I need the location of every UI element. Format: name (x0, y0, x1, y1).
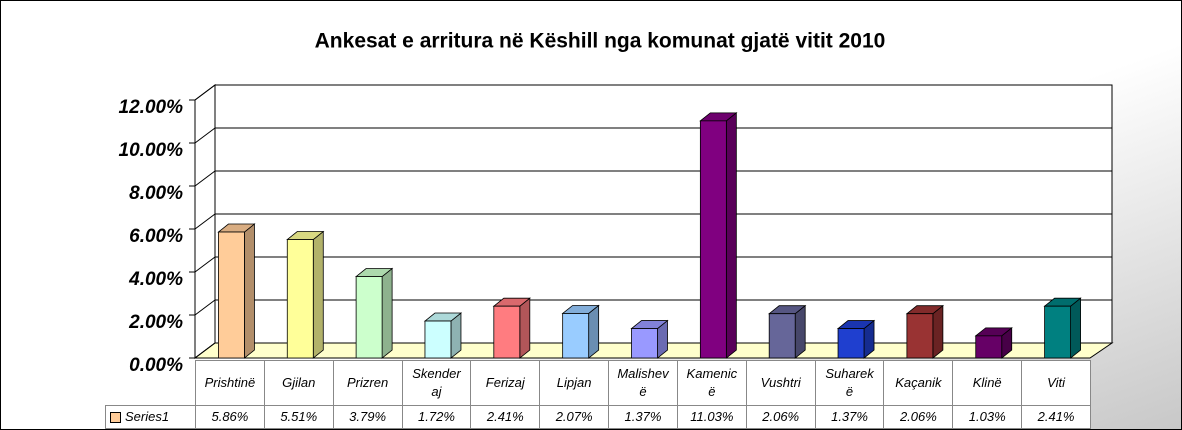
data-table-value: 2.41% (1021, 405, 1091, 429)
category-label: Kaçanik (883, 360, 954, 406)
bar-top-shade (424, 313, 461, 322)
y-tick-label: 8.00% (129, 183, 183, 204)
bar-side-shade (1001, 327, 1012, 358)
data-table-value: 3.79% (332, 405, 403, 429)
category-label: Kamenicë (676, 360, 747, 406)
category-label: Vushtri (745, 360, 816, 406)
bar-top-shade (769, 305, 806, 314)
category-label: Skenderaj (401, 360, 472, 406)
bar (768, 313, 796, 359)
data-table-value: 1.37% (608, 405, 678, 429)
bar-top-shade (906, 305, 943, 314)
bar-side-shade (864, 320, 875, 358)
y-tick-label: 2.00% (128, 312, 183, 333)
data-table-value: 11.03% (676, 405, 747, 429)
bar (562, 313, 590, 359)
bar-top-shade (218, 224, 255, 233)
data-table-value: 5.51% (263, 405, 334, 429)
data-table-value: 1.37% (814, 405, 885, 429)
bar-side-shade (1070, 298, 1081, 358)
bar-top-shade (631, 320, 668, 329)
legend-cell: Series1 (105, 405, 196, 429)
legend-label: Series1 (125, 409, 170, 424)
data-table-value: 2.06% (745, 405, 816, 429)
category-label: Klinë (952, 360, 1023, 406)
bar (493, 305, 521, 359)
bar (286, 239, 314, 359)
grid-line-side (194, 299, 216, 316)
y-tick-label: 12.00% (119, 97, 184, 118)
bar (355, 276, 383, 359)
bar-top-shade (838, 320, 875, 329)
data-table-value: 2.07% (539, 405, 610, 429)
bar-top-shade (356, 268, 393, 277)
bar-side-shade (588, 305, 599, 358)
legend-key (110, 411, 121, 423)
grid-line-side (194, 213, 216, 230)
bar-top-shade (562, 305, 599, 314)
grid-line-side (194, 127, 216, 144)
bar-side-shade (795, 305, 806, 358)
category-label: Ferizaj (470, 360, 541, 406)
chart-title: Ankesat e arritura në Këshill nga komuna… (315, 30, 886, 53)
grid-line-side (194, 256, 216, 273)
bar-side-shade (657, 320, 668, 358)
y-tick-label: 6.00% (129, 226, 183, 247)
bar (1044, 305, 1071, 359)
bar (906, 313, 934, 359)
bar (975, 335, 1003, 359)
bar-side-shade (450, 313, 461, 358)
y-tick-label: 4.00% (128, 269, 183, 290)
data-table-value: 5.86% (195, 405, 265, 429)
bar-side-shade (932, 305, 943, 358)
category-label: Viti (1021, 360, 1091, 406)
grid-line-side (194, 170, 216, 187)
bar-side-shade (244, 224, 255, 358)
bar-top-shade (493, 298, 530, 307)
category-label: Suharekë (814, 360, 885, 406)
bar-side-shade (313, 231, 324, 358)
data-table-value: 2.06% (883, 405, 954, 429)
bar (631, 328, 658, 359)
data-table-value: 1.03% (952, 405, 1023, 429)
bar-side-shade (519, 298, 530, 358)
category-label: Gjilan (263, 360, 334, 406)
bar-top-shade (700, 112, 737, 121)
grid-line-side (194, 342, 216, 359)
bar (218, 231, 245, 359)
bar-top-shade (1044, 298, 1081, 307)
y-tick-label: 10.00% (119, 140, 184, 161)
category-label: Malishevë (608, 360, 678, 406)
bar-side-shade (382, 268, 393, 358)
category-label: Prishtinë (195, 360, 265, 406)
bar (837, 328, 865, 359)
category-label: Prizren (332, 360, 403, 406)
bar-side-shade (726, 112, 737, 358)
bar-top-shade (287, 231, 324, 240)
category-label: Lipjan (539, 360, 610, 406)
bar (424, 320, 452, 359)
grid-line-side (194, 84, 216, 101)
data-table-value: 1.72% (401, 405, 472, 429)
bar (699, 120, 727, 359)
bar-top-shade (975, 327, 1012, 336)
y-tick-label: 0.00% (129, 355, 183, 376)
data-table-value: 2.41% (470, 405, 541, 429)
